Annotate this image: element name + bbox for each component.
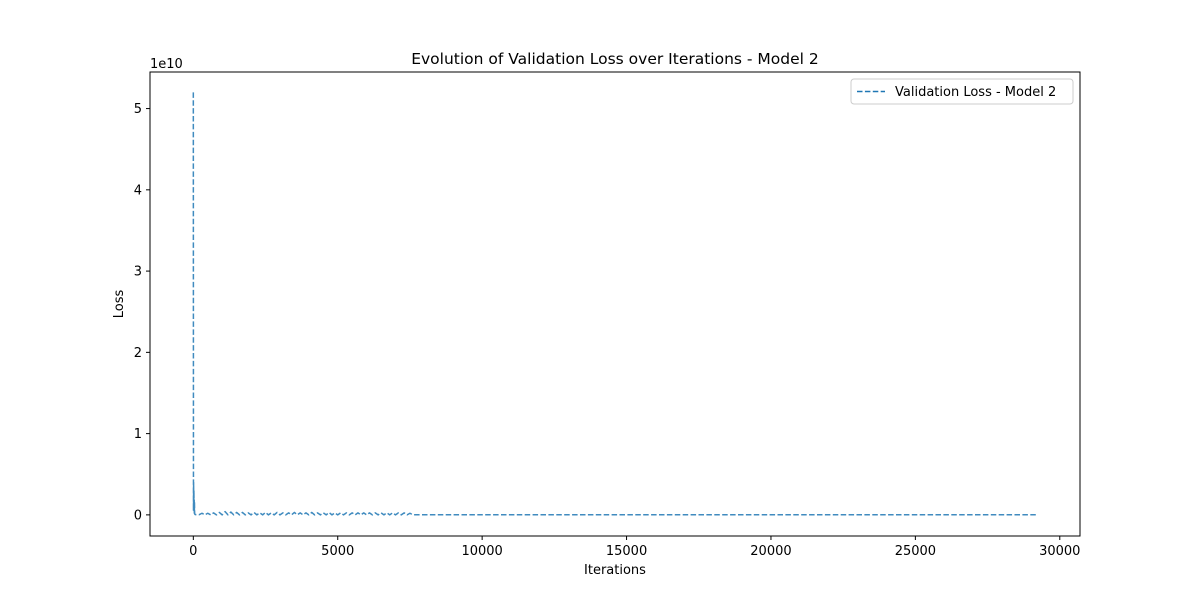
x-tick-label: 0 <box>189 544 197 559</box>
plot-area <box>192 92 1037 516</box>
x-tick-label: 25000 <box>895 544 936 559</box>
y-tick-label: 2 <box>134 346 142 361</box>
y-tick-label: 0 <box>134 508 142 523</box>
x-tick-label: 30000 <box>1039 544 1080 559</box>
x-tick-label: 15000 <box>606 544 647 559</box>
axes-frame <box>149 71 1081 537</box>
legend: Validation Loss - Model 2 <box>850 78 1074 105</box>
x-axis-label: Iterations <box>584 563 646 578</box>
legend-series-label: Validation Loss - Model 2 <box>895 85 1056 100</box>
y-tick-label: 3 <box>134 265 142 280</box>
x-tick-label: 5000 <box>321 544 354 559</box>
y-offset-text: 1e10 <box>150 57 183 72</box>
y-axis-label: Loss <box>112 290 127 319</box>
series-line-0 <box>192 92 1037 516</box>
x-tick-label: 20000 <box>750 544 791 559</box>
y-tick-label: 5 <box>134 102 142 117</box>
axis-ticks: 0 5000 10000 15000 20000 25000 30000 0 1 2 3 4 5 <box>134 102 1081 559</box>
x-tick-label: 10000 <box>461 544 502 559</box>
chart-title: Evolution of Validation Loss over Iterat… <box>411 50 819 68</box>
y-tick-label: 1 <box>134 427 142 442</box>
legend-box <box>850 78 1074 105</box>
y-tick-label: 4 <box>134 183 142 198</box>
